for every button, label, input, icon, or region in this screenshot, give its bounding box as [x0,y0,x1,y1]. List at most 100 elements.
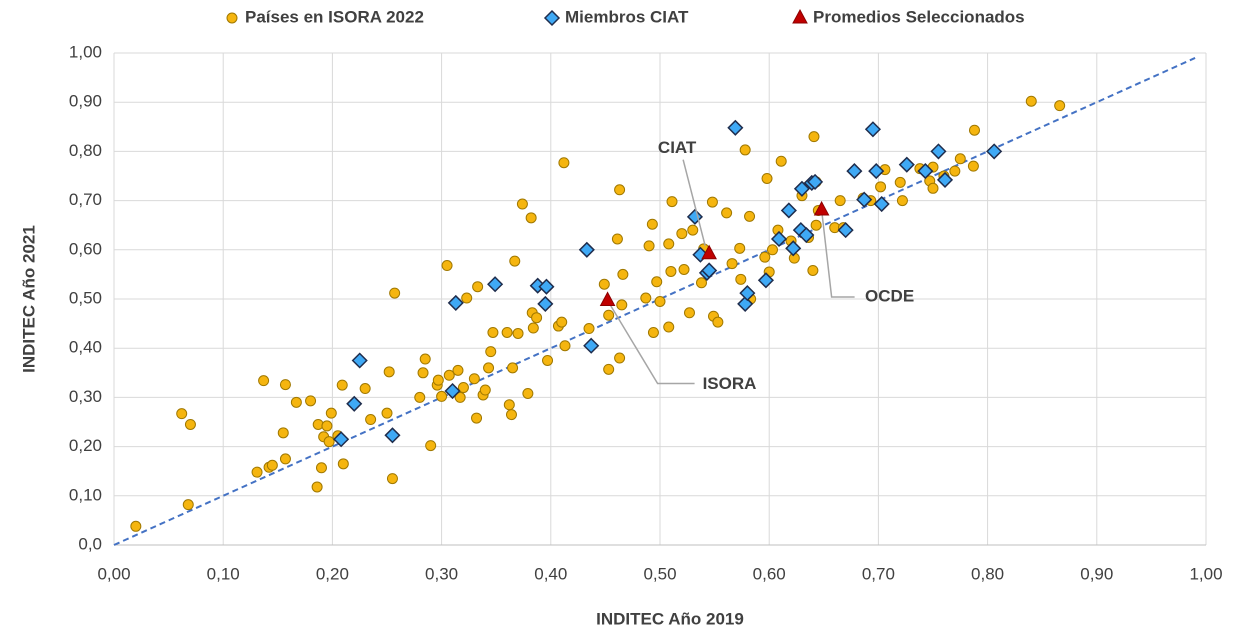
point [472,281,484,293]
point [333,431,350,448]
x-tick-label: 0,40 [534,564,567,583]
point [452,364,464,376]
point [810,219,822,231]
point [663,238,675,250]
point [182,499,194,511]
point [251,466,263,478]
point [305,395,317,407]
point [873,195,890,213]
point [603,309,615,321]
point [525,212,537,224]
point [176,408,188,420]
data-label: CIAT [658,138,697,157]
point [807,264,819,276]
point [336,379,348,391]
x-tick-label: 1,00 [1189,564,1222,583]
point [531,312,543,324]
leader-line [682,159,706,246]
y-axis-title: INDITEC Año 2021 [19,225,38,373]
point [968,124,980,136]
point [516,198,528,210]
point [856,191,873,208]
point [471,412,483,424]
point [967,160,979,172]
point [184,418,196,430]
point [868,163,885,180]
point [479,384,491,396]
point [598,278,610,290]
point [444,382,461,400]
point [325,407,337,419]
point [896,195,908,207]
x-tick-label: 0,20 [316,564,349,583]
point [419,353,431,365]
point [337,458,349,470]
point [417,367,429,379]
point [793,180,811,197]
point [798,226,815,244]
point [651,276,663,288]
legend-label: Promedios Seleccionados [813,7,1025,26]
point [687,224,699,236]
point [507,362,519,374]
point [315,462,327,474]
x-tick-label: 0,90 [1080,564,1113,583]
point [712,316,724,328]
point [936,171,954,188]
y-tick-label: 0,40 [69,338,102,357]
point [770,230,788,248]
x-tick-label: 0,50 [643,564,676,583]
point [559,340,571,352]
point [785,240,802,257]
point [556,316,568,328]
point [487,326,499,338]
point [290,396,302,408]
point [443,369,455,381]
point [735,273,747,285]
point [384,427,401,444]
point [258,375,270,387]
point [365,414,377,426]
point [706,196,718,208]
point [834,195,846,207]
point [846,163,863,180]
point [949,165,961,177]
point [646,218,658,230]
point [683,307,695,319]
point [501,326,513,338]
point [351,352,368,369]
point [599,291,616,306]
point [734,242,746,254]
point [538,278,555,295]
y-tick-label: 1,00 [69,42,102,61]
point [898,156,915,173]
point [837,222,854,239]
point [359,383,371,395]
point [457,382,469,394]
point [665,265,677,277]
point [383,366,395,378]
y-tick-label: 0,50 [69,288,102,307]
x-axis-title: INDITEC Año 2019 [596,609,744,628]
point [436,390,448,402]
point [676,228,688,240]
point [611,233,623,245]
y-tick-label: 0,60 [69,239,102,258]
point [654,295,666,307]
x-tick-label: 0,00 [97,564,130,583]
point [808,131,820,143]
point [780,202,797,219]
point [775,155,787,167]
point [617,268,629,280]
point [321,420,333,432]
point [558,157,570,169]
point [894,176,906,188]
point [759,251,771,263]
point [603,363,615,375]
point [323,436,335,448]
point [739,285,756,302]
point [927,182,939,194]
point [583,337,600,354]
point [640,292,652,304]
